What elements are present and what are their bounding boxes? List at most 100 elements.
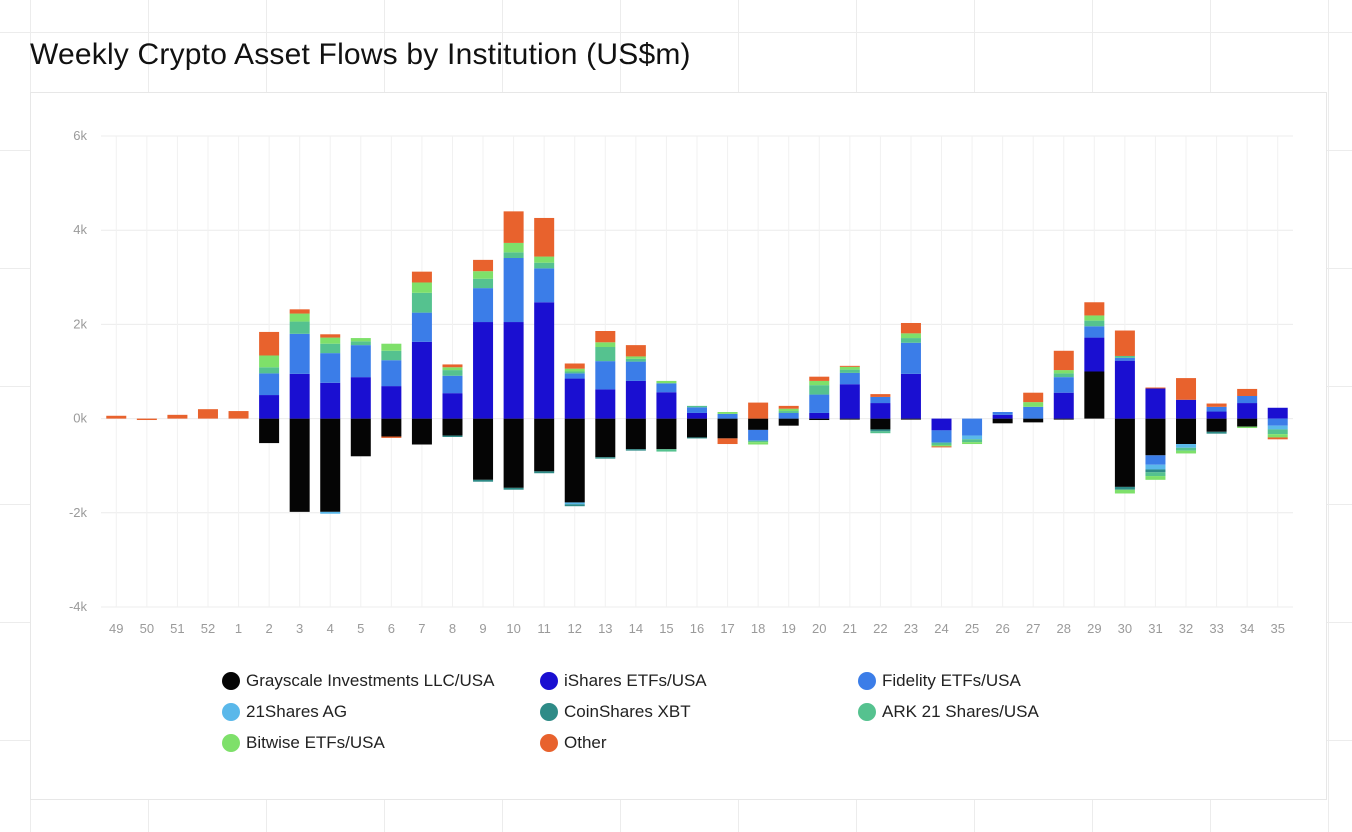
bar-segment: [503, 322, 524, 419]
x-tick-label: 28: [1057, 621, 1071, 636]
bar-segment: [809, 412, 830, 419]
bar-segment: [809, 385, 830, 395]
bar-segment: [564, 504, 585, 507]
bar-segment: [687, 407, 707, 413]
x-tick-label: 26: [995, 621, 1009, 636]
x-tick-label: 34: [1240, 621, 1254, 636]
bar-segment: [411, 292, 432, 313]
bar-segment: [289, 418, 310, 512]
bar-segment: [381, 360, 402, 387]
x-tick-label: 19: [781, 621, 795, 636]
bar-segment: [106, 415, 127, 419]
bar-segment: [931, 418, 952, 431]
bar-segment: [564, 363, 585, 369]
x-tick-label: 52: [201, 621, 215, 636]
bar-segment: [809, 394, 830, 413]
x-tick-label: 14: [629, 621, 643, 636]
bar-segment: [595, 389, 616, 419]
bar-segment: [1176, 399, 1197, 419]
bar-segment: [350, 418, 371, 457]
bar-segment: [350, 345, 371, 378]
bar-segment: [625, 380, 646, 419]
bar-segment: [350, 377, 371, 419]
bar-segment: [1176, 450, 1197, 454]
bar-segment: [411, 418, 432, 445]
bar-segment: [717, 418, 738, 439]
bar-segment: [564, 373, 585, 379]
y-tick-label: -2k: [69, 505, 88, 520]
bar-segment: [381, 436, 402, 438]
bar-segment: [809, 376, 830, 381]
bar-segment: [839, 372, 860, 385]
legend-swatch: [222, 703, 240, 721]
bar-segment: [411, 282, 432, 293]
bar-segment: [534, 302, 555, 419]
legend-item: CoinShares XBT: [540, 701, 858, 723]
bar-segment: [350, 341, 371, 346]
x-tick-label: 7: [418, 621, 425, 636]
bar-segment: [564, 368, 585, 372]
bar-segment: [442, 375, 463, 394]
bar-segment: [381, 386, 402, 419]
bar-segment: [962, 435, 983, 440]
bar-segment: [1237, 426, 1258, 429]
bar-segment: [197, 409, 218, 419]
bar-segment: [564, 418, 585, 503]
bar-segment: [778, 411, 799, 413]
bar-segment: [656, 449, 677, 452]
bar-segment: [1053, 392, 1074, 419]
legend-label: Grayscale Investments LLC/USA: [246, 671, 495, 690]
x-tick-label: 13: [598, 621, 612, 636]
bar-segment: [350, 338, 371, 342]
bar-segment: [534, 418, 555, 472]
bar-segment: [473, 278, 494, 289]
bar-segment: [962, 442, 983, 445]
bar-segment: [595, 361, 616, 390]
bar-segment: [717, 413, 738, 419]
bar-segment: [1267, 429, 1288, 435]
legend-item: 21Shares AG: [222, 701, 540, 723]
bar-segment: [503, 242, 524, 253]
x-tick-label: 12: [568, 621, 582, 636]
bar-segment: [870, 394, 891, 397]
bar-segment: [564, 502, 585, 505]
bar-segment: [625, 345, 646, 357]
bar-segment: [473, 271, 494, 279]
bar-segment: [1084, 302, 1105, 316]
chart-title: Weekly Crypto Asset Flows by Institution…: [30, 38, 691, 71]
bar-segment: [595, 347, 616, 362]
bar-segment: [625, 418, 646, 450]
bar-segment: [411, 271, 432, 283]
bar-segment: [717, 438, 738, 445]
bar-segment: [1145, 418, 1166, 456]
bar-segment: [931, 430, 952, 443]
bar-segment: [1084, 337, 1105, 372]
legend-label: Bitwise ETFs/USA: [246, 733, 385, 752]
bar-segment: [900, 338, 921, 343]
bar-segment: [534, 256, 555, 263]
bar-segment: [442, 364, 463, 368]
bar-segment: [381, 350, 402, 361]
bar-segment: [136, 418, 157, 421]
bar-segment: [534, 217, 555, 257]
bar-segment: [1084, 315, 1105, 321]
bar-segment: [1145, 387, 1166, 389]
bar-segment: [1145, 388, 1166, 419]
bar-segment: [259, 367, 280, 374]
bar-segment: [992, 418, 1013, 424]
bar-segment: [564, 371, 585, 374]
bar-segment: [1176, 378, 1197, 400]
legend-label: Fidelity ETFs/USA: [882, 671, 1021, 690]
bar-segment: [809, 380, 830, 386]
bar-segment: [1023, 392, 1044, 403]
y-tick-label: 2k: [73, 316, 87, 331]
bar-segment: [839, 365, 860, 367]
y-tick-label: 6k: [73, 128, 87, 143]
bar-segment: [320, 334, 341, 338]
bar-segment: [748, 442, 769, 445]
bar-segment: [778, 408, 799, 412]
bar-segment: [1145, 472, 1166, 477]
legend-item: iShares ETFs/USA: [540, 670, 858, 692]
legend-label: ARK 21 Shares/USA: [882, 702, 1039, 721]
x-tick-label: 6: [388, 621, 395, 636]
